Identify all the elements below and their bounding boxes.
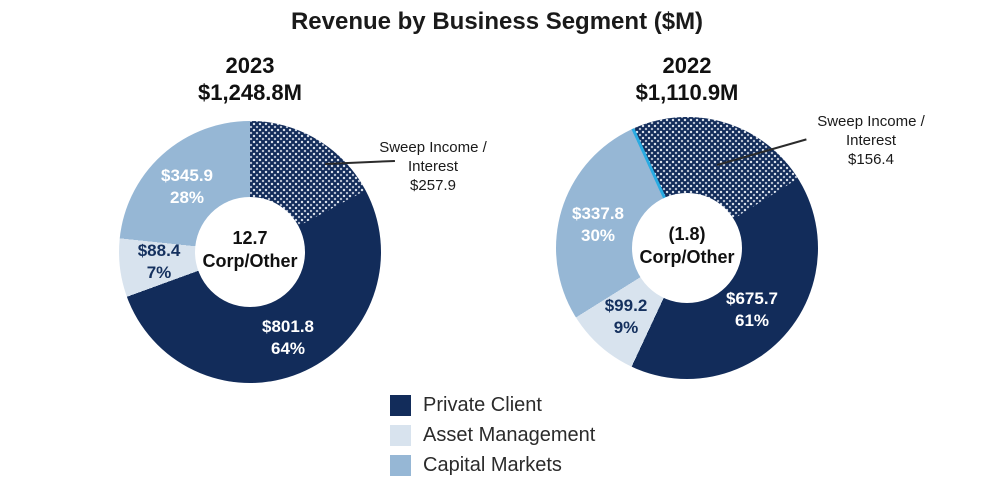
year-label-2023: 2023 [225,53,275,78]
asset-management-value-2023: $88.4 [137,241,181,260]
capital-markets-pct-2022: 30% [580,226,616,245]
legend-item-capital-markets: Capital Markets [390,455,595,476]
slice-label-asset-management-2022: $99.2 9% [605,295,648,339]
slice-label-capital-markets-2022: $337.8 30% [572,203,624,247]
sweep-callout-2023: Sweep Income / Interest $257.9 [368,138,498,195]
sweep-callout-title-2022: Sweep Income / [817,113,925,130]
asset-management-value-2022: $99.2 [604,296,648,315]
private-client-pct-2022: 61% [734,311,770,330]
legend-swatch-private-client [390,395,411,416]
center-label-2022: (1.8) Corp/Other [639,223,734,269]
capital-markets-value-2022: $337.8 [572,204,624,223]
figure-title: Revenue by Business Segment ($M) [290,8,704,35]
corp-other-value-2023: 12.7 [232,228,268,248]
slice-label-capital-markets-2023: $345.9 28% [161,165,213,209]
slice-label-private-client-2022: $675.7 61% [726,288,778,332]
asset-management-pct-2023: 7% [146,263,172,282]
asset-management-pct-2022: 9% [613,318,639,337]
legend-label-private-client: Private Client [423,394,542,416]
private-client-pct-2023: 64% [270,339,306,358]
legend-item-asset-management: Asset Management [390,425,595,446]
legend-label-asset-management: Asset Management [423,424,596,446]
total-label-2022: $1,110.9M [635,80,739,105]
corp-other-value-2022: (1.8) [668,224,706,244]
corp-other-label-2023: Corp/Other [202,251,298,271]
header-2022: 2022 $1,110.9M [556,52,818,106]
capital-markets-pct-2023: 28% [169,188,205,207]
sweep-callout-title-2023: Sweep Income / [379,139,487,156]
sweep-callout-subtitle-2023: Interest [407,158,459,175]
center-label-2023: 12.7 Corp/Other [202,227,297,273]
private-client-value-2023: $801.8 [262,317,314,336]
header-2023: 2023 $1,248.8M [119,52,381,106]
corp-other-label-2022: Corp/Other [639,247,735,267]
sweep-callout-subtitle-2022: Interest [845,132,897,149]
slice-label-asset-management-2023: $88.4 7% [138,240,181,284]
legend-swatch-asset-management [390,425,411,446]
legend-item-private-client: Private Client [390,395,595,416]
donut-chart-2022: (1.8) Corp/Other $337.8 30% $99.2 9% $67… [556,117,818,379]
legend-label-capital-markets: Capital Markets [423,454,562,476]
slice-label-private-client-2023: $801.8 64% [262,316,314,360]
donut-hole-2023: 12.7 Corp/Other [195,197,305,307]
sweep-callout-value-2022: $156.4 [848,151,894,168]
sweep-callout-2022: Sweep Income / Interest $156.4 [806,112,936,169]
capital-markets-value-2023: $345.9 [161,166,213,185]
legend: Private Client Asset Management Capital … [390,395,595,485]
year-label-2022: 2022 [662,53,712,78]
donut-chart-2023: 12.7 Corp/Other $345.9 28% $88.4 7% $801… [119,121,381,383]
private-client-value-2022: $675.7 [726,289,778,308]
total-label-2023: $1,248.8M [198,80,302,105]
sweep-callout-value-2023: $257.9 [410,177,456,194]
donut-hole-2022: (1.8) Corp/Other [632,193,742,303]
legend-swatch-capital-markets [390,455,411,476]
